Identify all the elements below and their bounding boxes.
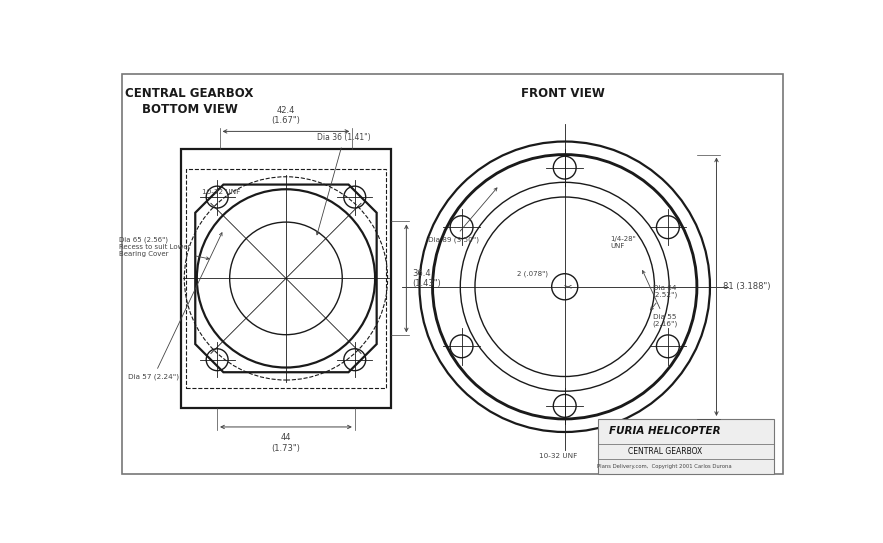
Text: CENTRAL GEARBOX: CENTRAL GEARBOX: [628, 447, 702, 456]
Bar: [186, 169, 386, 388]
Text: FURIA HELICOPTER: FURIA HELICOPTER: [609, 426, 721, 436]
Text: 36.4
(1.43"): 36.4 (1.43"): [412, 269, 442, 288]
Text: CENTRAL GEARBOX
BOTTOM VIEW: CENTRAL GEARBOX BOTTOM VIEW: [125, 87, 253, 116]
Bar: [598, 419, 774, 474]
Text: 1/4-28"
UNF: 1/4-28" UNF: [610, 236, 636, 249]
Text: Plans Delivery.com,  Copyright 2001 Carlos Durona: Plans Delivery.com, Copyright 2001 Carlo…: [598, 464, 732, 469]
Text: FRONT VIEW: FRONT VIEW: [521, 87, 605, 100]
Text: 2 (.078"): 2 (.078"): [517, 270, 547, 277]
Text: Dia 65 (2.56")
Recess to suit Lower
Bearing Cover: Dia 65 (2.56") Recess to suit Lower Bear…: [118, 237, 209, 260]
Text: Dia 89 (3.50"): Dia 89 (3.50"): [427, 188, 497, 243]
Text: 81 (3.188"): 81 (3.188"): [723, 282, 771, 291]
Bar: [181, 149, 391, 408]
Text: Dia 57 (2.24"): Dia 57 (2.24"): [128, 233, 222, 380]
Text: 44
(1.73"): 44 (1.73"): [271, 433, 300, 453]
Text: Dia 55
(2.16"): Dia 55 (2.16"): [643, 270, 678, 327]
Text: Dia 64
(2.52"): Dia 64 (2.52"): [651, 285, 678, 310]
Text: 42.4
(1.67"): 42.4 (1.67"): [271, 106, 300, 125]
Text: Dia 36 (1.41"): Dia 36 (1.41"): [316, 134, 371, 235]
Text: 10-32 UNF: 10-32 UNF: [201, 189, 240, 195]
Text: 10-32 UNF: 10-32 UNF: [539, 453, 577, 459]
